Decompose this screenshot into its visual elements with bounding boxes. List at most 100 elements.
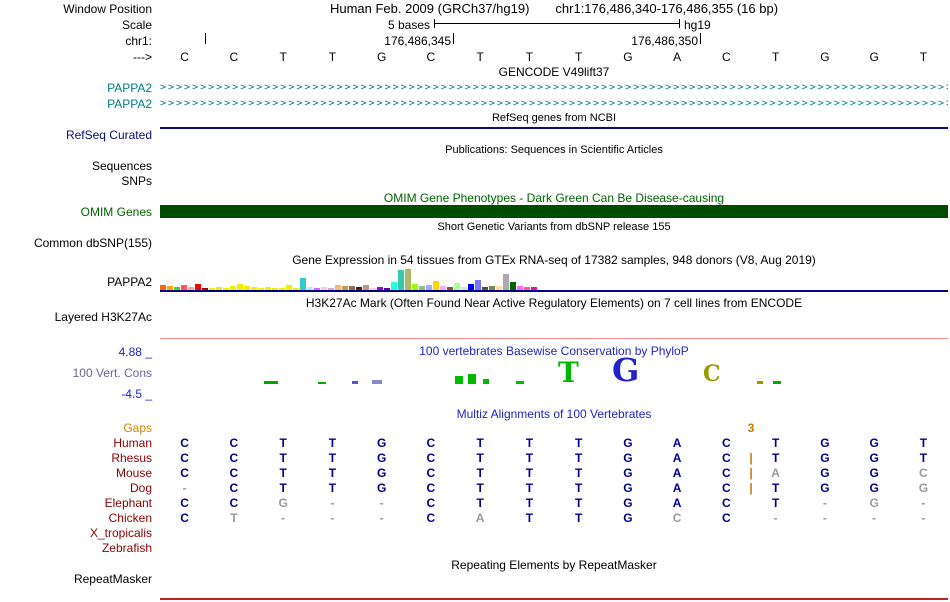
gtex-tissue-bar[interactable] <box>440 286 446 290</box>
gtex-tissue-bar[interactable] <box>496 286 502 290</box>
gtex-tissue-bar[interactable] <box>300 278 306 290</box>
gtex-tissue-bar[interactable] <box>454 283 460 290</box>
gtex-tissue-bar[interactable] <box>342 286 348 290</box>
gtex-tissue-bar[interactable] <box>503 274 509 290</box>
gtex-tissue-bar[interactable] <box>167 286 173 290</box>
gtex-tissue-bar[interactable] <box>174 287 180 290</box>
multiz-row-mouse[interactable]: C C T T G C T T T G A C A G G C | <box>160 466 948 480</box>
gtex-tissue-bar[interactable] <box>307 287 313 290</box>
gtex-tissue-bar[interactable] <box>405 269 411 290</box>
multiz-row-x-tropicalis[interactable] <box>160 526 948 540</box>
gtex-tissue-bar[interactable] <box>181 285 187 290</box>
alignment-base: - <box>921 496 926 510</box>
refseq-track-label[interactable]: RefSeq Curated <box>65 128 152 142</box>
gtex-tissue-bar[interactable] <box>377 287 383 290</box>
multiz-label-mouse[interactable]: Mouse <box>115 466 152 480</box>
gtex-tissue-bar[interactable] <box>286 285 292 290</box>
gencode-transcript-1[interactable]: >>>>>>>>>>>>>>>>>>>>>>>>>>>>>>>>>>>>>>>>… <box>160 82 948 93</box>
alignment-base: G <box>376 451 387 465</box>
multiz-row-rhesus[interactable]: C C T T G C T T T G A C T G G T | <box>160 451 948 465</box>
gtex-tissue-bar[interactable] <box>216 287 222 290</box>
gtex-tissue-bar[interactable] <box>468 284 474 290</box>
gtex-tissue-bar[interactable] <box>272 288 278 290</box>
gtex-expression-barchart[interactable] <box>160 268 948 290</box>
gtex-tissue-bar[interactable] <box>293 288 299 290</box>
gtex-tissue-bar[interactable] <box>363 285 369 290</box>
gtex-tissue-bar[interactable] <box>160 285 166 290</box>
gtex-tissue-bar[interactable] <box>419 286 425 290</box>
multiz-row-zebrafish[interactable] <box>160 541 948 555</box>
gtex-tissue-bar[interactable] <box>370 288 376 290</box>
alignment-base <box>850 421 899 435</box>
gtex-tissue-bar[interactable] <box>244 286 250 290</box>
omim-gene-item[interactable] <box>160 205 948 218</box>
gtex-tissue-bar[interactable] <box>531 287 537 290</box>
gtex-tissue-bar[interactable] <box>349 286 355 290</box>
gtex-tissue-bar[interactable] <box>314 288 320 290</box>
multiz-label-gaps[interactable]: Gaps <box>123 421 152 435</box>
repeatmasker-track-label[interactable]: RepeatMasker <box>73 572 152 586</box>
gtex-tissue-bar[interactable] <box>433 281 439 290</box>
dbsnp-track-label[interactable]: Common dbSNP(155) <box>33 236 152 250</box>
gtex-tissue-bar[interactable] <box>461 287 467 290</box>
gtex-tissue-bar[interactable] <box>279 288 285 290</box>
gtex-tissue-bar[interactable] <box>209 288 215 290</box>
gtex-tissue-bar[interactable] <box>398 270 404 290</box>
multiz-label-elephant[interactable]: Elephant <box>104 496 152 510</box>
gencode-transcript-label-1[interactable]: PAPPA2 <box>107 81 152 95</box>
gtex-tissue-bar[interactable] <box>188 287 194 290</box>
gencode-transcript-2[interactable]: >>>>>>>>>>>>>>>>>>>>>>>>>>>>>>>>>>>>>>>>… <box>160 98 948 109</box>
gtex-tissue-bar[interactable] <box>230 286 236 290</box>
gtex-tissue-bar[interactable] <box>335 285 341 290</box>
ruler-base: C <box>722 50 731 64</box>
multiz-label-human[interactable]: Human <box>113 436 152 450</box>
gtex-tissue-bar[interactable] <box>447 287 453 290</box>
multiz-row-dog[interactable]: - C T T G C T T T G A C T G G G | <box>160 481 948 495</box>
multiz-label-zebrafish[interactable]: Zebrafish <box>101 541 152 555</box>
alignment-base: G <box>376 466 387 480</box>
multiz-row-gaps[interactable]: 3 <box>160 421 948 435</box>
gtex-tissue-bar[interactable] <box>223 288 229 290</box>
gtex-tissue-bar[interactable] <box>265 287 271 290</box>
conservation-track-label[interactable]: 100 Vert. Cons <box>72 366 152 380</box>
alignment-base: - <box>281 511 286 525</box>
alignment-base <box>850 526 899 540</box>
gtex-tissue-bar[interactable] <box>384 288 390 290</box>
gtex-tissue-bar[interactable] <box>356 287 362 290</box>
alignment-base: C <box>722 511 731 525</box>
gtex-tissue-bar[interactable] <box>321 287 327 290</box>
gtex-gene-label[interactable]: PAPPA2 <box>107 275 152 289</box>
multiz-label-x-tropicalis[interactable]: X_tropicalis <box>89 526 152 540</box>
gtex-tissue-bar[interactable] <box>328 288 334 290</box>
gtex-tissue-bar[interactable] <box>510 282 516 290</box>
gtex-tissue-bar[interactable] <box>412 284 418 290</box>
gtex-tissue-bar[interactable] <box>524 287 530 290</box>
gtex-tissue-bar[interactable] <box>258 288 264 290</box>
ruler-tick <box>205 33 206 44</box>
snps-track-label[interactable]: SNPs <box>121 174 152 188</box>
multiz-label-dog[interactable]: Dog <box>129 481 152 495</box>
gtex-tissue-bar[interactable] <box>489 286 495 290</box>
gtex-tissue-bar[interactable] <box>426 285 432 290</box>
gtex-tissue-bar[interactable] <box>475 280 481 290</box>
multiz-label-chicken[interactable]: Chicken <box>108 511 152 525</box>
gtex-tissue-bar[interactable] <box>391 282 397 290</box>
conservation-logo-letter: C <box>703 361 721 388</box>
gtex-tissue-bar[interactable] <box>202 288 208 290</box>
gtex-tissue-bar[interactable] <box>517 286 523 290</box>
refseq-gene-item[interactable] <box>160 127 948 129</box>
gencode-transcript-label-2[interactable]: PAPPA2 <box>107 97 152 111</box>
h3k27ac-track-label[interactable]: Layered H3K27Ac <box>54 310 152 324</box>
gtex-tissue-bar[interactable] <box>237 284 243 290</box>
multiz-label-rhesus[interactable]: Rhesus <box>111 451 152 465</box>
gtex-tissue-bar[interactable] <box>251 287 257 290</box>
gtex-tissue-bar[interactable] <box>195 284 201 290</box>
gtex-tissue-bar[interactable] <box>482 287 488 290</box>
omim-track-label[interactable]: OMIM Genes <box>80 205 152 219</box>
publications-track-label[interactable]: Sequences <box>91 159 152 173</box>
